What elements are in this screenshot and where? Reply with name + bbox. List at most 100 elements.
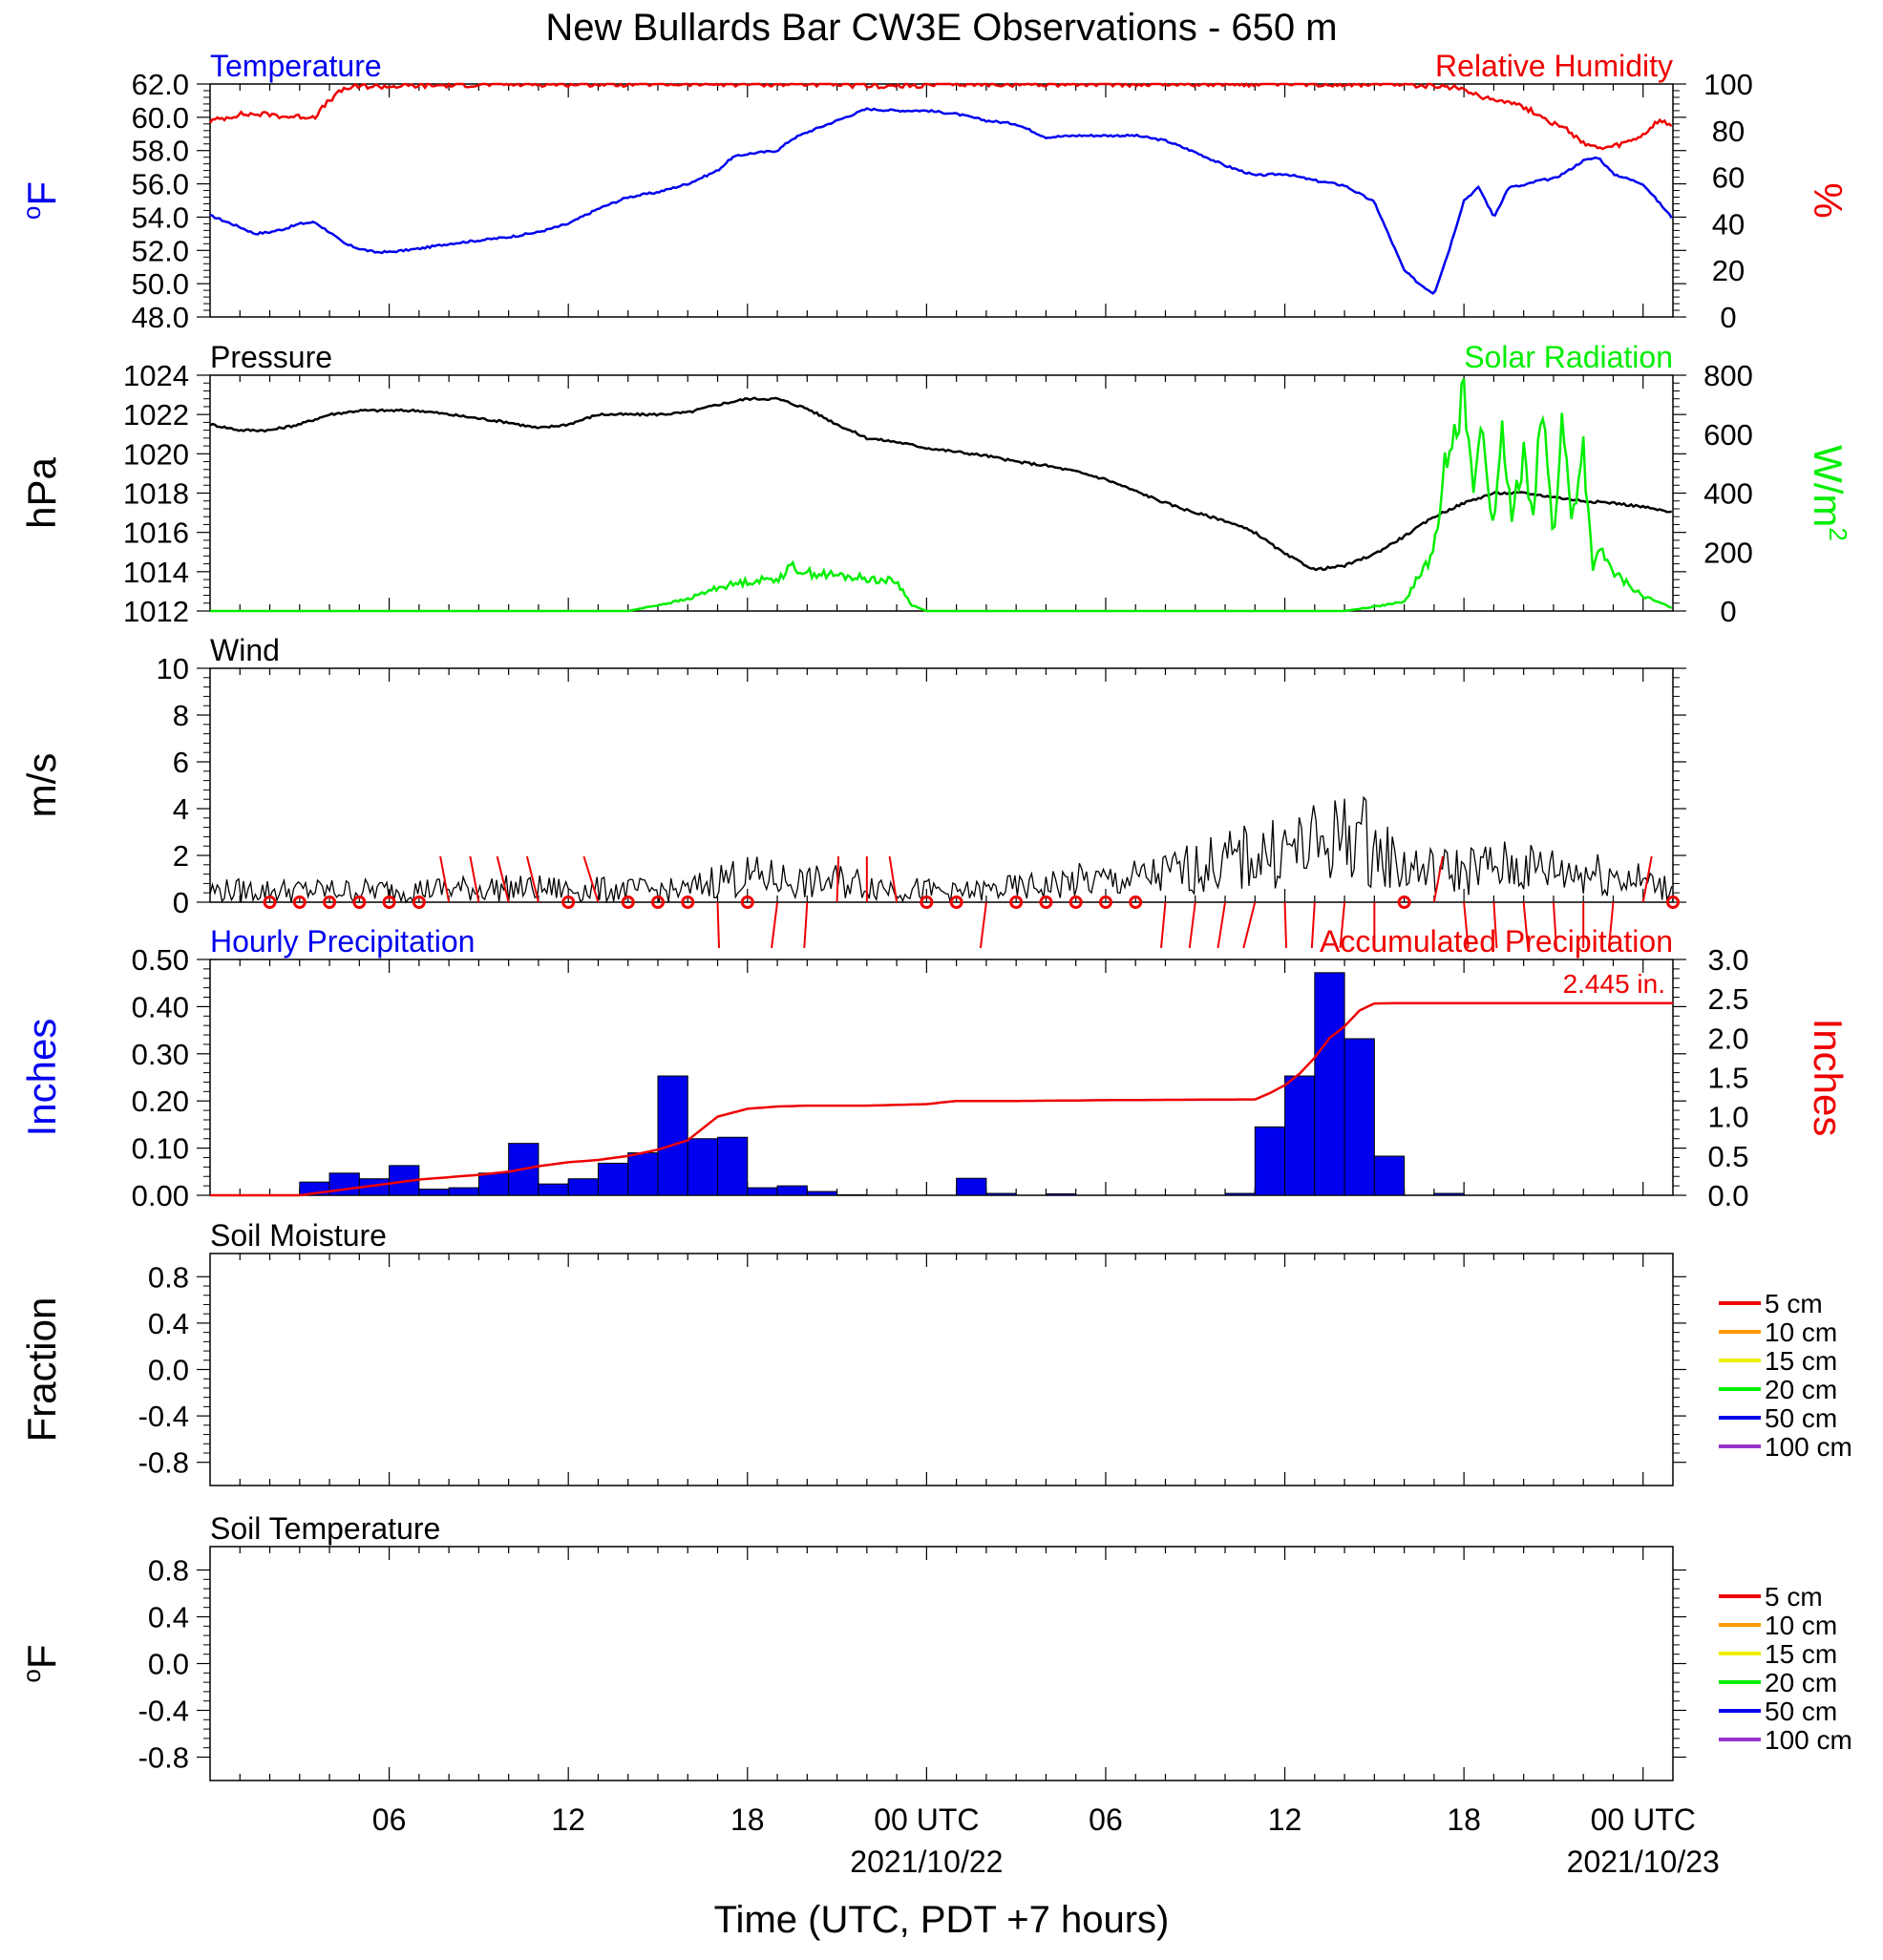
left-tick-label: -0.8 [138, 1741, 189, 1775]
fahrenheit-f: F [19, 181, 64, 206]
wind-calm-marker [561, 896, 576, 909]
wind-calm-marker [949, 896, 963, 909]
left-tick-label: 0.0 [148, 1354, 189, 1387]
left-tick-label: 2 [173, 839, 189, 873]
x-tick-label: 06 [372, 1802, 407, 1837]
left-tick-label: 54.0 [132, 200, 189, 234]
left-tick-label: 0.4 [148, 1601, 189, 1634]
wind-barb [1492, 901, 1498, 949]
precip-bar [1254, 1126, 1286, 1196]
panel-label-left: Temperature [210, 49, 382, 83]
precip-bar [747, 1187, 778, 1196]
right-tick-label: 800 [1703, 359, 1753, 392]
x-tick-label: 00 UTC [1591, 1802, 1696, 1837]
right-tick-label: 20 [1712, 254, 1745, 287]
precip-bar [717, 1136, 749, 1196]
right-tick-label: 1.0 [1707, 1101, 1748, 1134]
wind-barb [1242, 901, 1257, 949]
left-tick-label: 0.4 [148, 1307, 189, 1340]
left-tick-label: 4 [173, 792, 189, 826]
wind-calm-marker [382, 896, 396, 909]
wind-barb [1522, 901, 1530, 949]
x-tick-label: 18 [1447, 1802, 1481, 1837]
wind-calm-marker [920, 896, 934, 909]
legend-label: 5 cm [1765, 1289, 1823, 1318]
legend-label: 15 cm [1765, 1346, 1837, 1376]
panel-frame-soil_temp [209, 1546, 1674, 1781]
right-tick-label: 1.5 [1707, 1062, 1748, 1095]
precip-bar [657, 1075, 688, 1196]
legend-label: 50 cm [1765, 1403, 1837, 1433]
precip-bar [1284, 1075, 1316, 1196]
wind-calm-marker [292, 896, 307, 909]
wind-calm-marker [1666, 896, 1680, 909]
degree-sign: o [17, 1669, 46, 1682]
left-unit-label: m/s [19, 753, 64, 818]
panel-frame-soil_moisture [209, 1253, 1674, 1486]
right-unit-label: Inches [1806, 1019, 1851, 1137]
left-tick-label: 0.0 [148, 1648, 189, 1681]
right-unit-label: W/m2 [1806, 445, 1852, 541]
precip-bar [1433, 1192, 1465, 1196]
right-tick-label: 0.0 [1707, 1179, 1748, 1212]
panel-label-right: Solar Radiation [1464, 340, 1673, 374]
legend-label: 100 cm [1765, 1725, 1852, 1755]
right-tick-label: 100 [1703, 68, 1753, 101]
precip-bar [776, 1185, 808, 1196]
wind-calm-marker [681, 896, 695, 909]
wind-calm-marker [323, 896, 337, 909]
panel-frame-precip [209, 959, 1674, 1196]
wind-barb [1283, 901, 1288, 949]
precip-bar [956, 1177, 987, 1196]
right-tick-label: 80 [1712, 115, 1745, 148]
wind-calm-marker [650, 896, 665, 909]
left-tick-label: 0.10 [132, 1132, 189, 1166]
wind-series-0 [209, 795, 1673, 904]
precip-bar [1045, 1193, 1077, 1196]
right-tick-label: 0 [1720, 301, 1736, 334]
right-tick-label: 600 [1703, 418, 1753, 452]
legend-label: 5 cm [1765, 1582, 1823, 1612]
precip-bar [627, 1152, 659, 1196]
left-tick-label: 58.0 [132, 135, 189, 168]
left-tick-label: -0.4 [138, 1695, 189, 1728]
panel-label-left: Soil Temperature [210, 1511, 440, 1546]
wind-barb [1217, 901, 1227, 949]
left-tick-label: 0 [173, 886, 189, 919]
x-date-label: 2021/10/22 [850, 1844, 1003, 1879]
wind-calm-marker [352, 896, 367, 909]
wind-barb [771, 901, 779, 949]
precip-bar [567, 1178, 599, 1196]
wind-barb [496, 855, 510, 903]
left-tick-label: 1024 [123, 359, 189, 392]
wind-calm-marker [263, 896, 277, 909]
wind-calm-marker [1009, 896, 1024, 909]
left-tick-label: 0.30 [132, 1038, 189, 1071]
precip-bar [687, 1138, 719, 1196]
x-tick-label: 06 [1089, 1802, 1123, 1837]
press_solar-series-1 [210, 378, 1673, 613]
precip-bar [1224, 1192, 1256, 1196]
panel-label-left: Soil Moisture [210, 1218, 387, 1253]
left-tick-label: 0.8 [148, 1554, 189, 1588]
accumulated-precip-line [210, 1001, 1673, 1197]
precip-bar [1343, 1038, 1375, 1196]
panel-label-right: Accumulated Precipitation [1320, 924, 1673, 959]
legend-label: 20 cm [1765, 1668, 1837, 1697]
temp_rh-series-0 [209, 107, 1673, 296]
figure-title: New Bullards Bar CW3E Observations - 650… [545, 7, 1337, 49]
right-tick-label: 40 [1712, 207, 1745, 241]
wind-barb [1463, 901, 1470, 949]
wind-barb [979, 901, 987, 949]
precip-bar [418, 1189, 450, 1196]
left-tick-label: 1014 [123, 556, 189, 589]
left-tick-label: 50.0 [132, 267, 189, 301]
right-tick-label: 2.0 [1707, 1022, 1748, 1055]
right-tick-label: 60 [1712, 161, 1745, 195]
x-tick-label: 12 [1268, 1802, 1302, 1837]
legend-label: 10 cm [1765, 1611, 1837, 1640]
left-tick-label: 8 [173, 699, 189, 732]
wind-barb [582, 855, 600, 903]
legend-label: 100 cm [1765, 1432, 1852, 1462]
panel-label-left: Hourly Precipitation [210, 924, 475, 959]
